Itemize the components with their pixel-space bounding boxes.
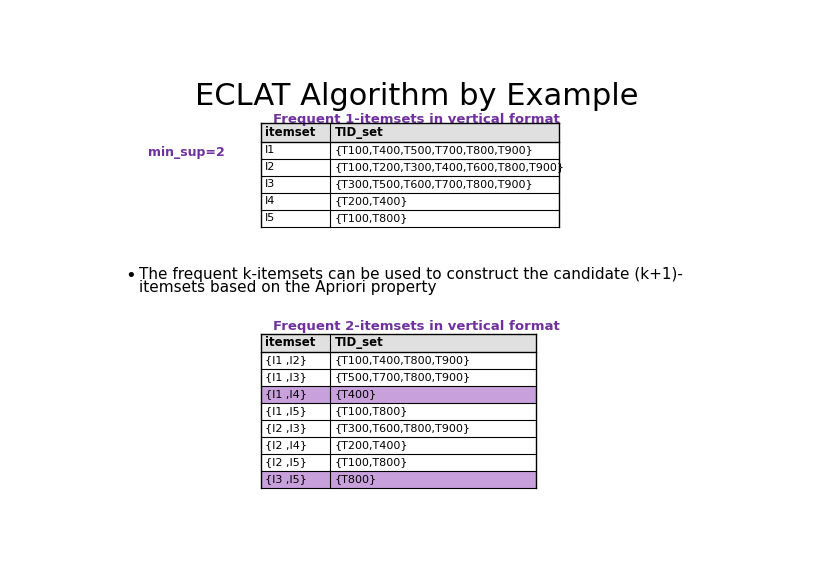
- Text: {I1 ,I2}: {I1 ,I2}: [265, 355, 307, 366]
- Text: •: •: [125, 267, 136, 285]
- Text: {T300,T600,T800,T900}: {T300,T600,T800,T900}: [335, 423, 471, 434]
- Bar: [260, 386, 536, 403]
- Text: I5: I5: [265, 213, 276, 223]
- Text: {T400}: {T400}: [335, 389, 377, 400]
- Bar: [260, 159, 559, 175]
- Text: {T100,T800}: {T100,T800}: [335, 406, 408, 417]
- Text: {T100,T200,T300,T400,T600,T800,T900}: {T100,T200,T300,T400,T600,T800,T900}: [335, 162, 565, 172]
- Text: TID_set: TID_set: [335, 336, 384, 349]
- Bar: [260, 420, 536, 437]
- Text: {I2 ,I4}: {I2 ,I4}: [265, 440, 307, 450]
- Text: TID_set: TID_set: [335, 126, 384, 139]
- Text: {I1 ,I4}: {I1 ,I4}: [265, 389, 307, 400]
- Text: Frequent 1-itemsets in vertical format: Frequent 1-itemsets in vertical format: [273, 113, 559, 126]
- Text: Frequent 2-itemsets in vertical format: Frequent 2-itemsets in vertical format: [273, 320, 559, 333]
- Text: itemset: itemset: [265, 126, 315, 139]
- Text: {I2 ,I3}: {I2 ,I3}: [265, 423, 307, 434]
- Bar: [260, 437, 536, 454]
- Text: I1: I1: [265, 145, 276, 155]
- Text: min_sup=2: min_sup=2: [148, 146, 225, 159]
- Bar: [260, 209, 559, 226]
- Text: I3: I3: [265, 179, 276, 189]
- Text: {I1 ,I3}: {I1 ,I3}: [265, 372, 307, 383]
- Text: {T800}: {T800}: [335, 474, 377, 484]
- Text: {T100,T400,T800,T900}: {T100,T400,T800,T900}: [335, 355, 471, 366]
- Bar: [260, 175, 559, 192]
- Text: {T100,T800}: {T100,T800}: [335, 213, 408, 223]
- Text: {T500,T700,T800,T900}: {T500,T700,T800,T900}: [335, 372, 471, 383]
- Bar: [260, 471, 536, 487]
- Bar: [260, 123, 559, 142]
- Text: {T100,T400,T500,T700,T800,T900}: {T100,T400,T500,T700,T800,T900}: [335, 145, 533, 155]
- Bar: [260, 403, 536, 420]
- Text: ECLAT Algorithm by Example: ECLAT Algorithm by Example: [194, 82, 638, 111]
- Text: {T200,T400}: {T200,T400}: [335, 440, 408, 450]
- Text: The frequent k-itemsets can be used to construct the candidate (k+1)-: The frequent k-itemsets can be used to c…: [139, 267, 683, 281]
- Text: itemsets based on the Apriori property: itemsets based on the Apriori property: [139, 280, 437, 295]
- Text: itemset: itemset: [265, 336, 315, 349]
- Bar: [260, 192, 559, 209]
- Text: I2: I2: [265, 162, 276, 172]
- Text: {T100,T800}: {T100,T800}: [335, 457, 408, 467]
- Text: {T300,T500,T600,T700,T800,T900}: {T300,T500,T600,T700,T800,T900}: [335, 179, 533, 189]
- Bar: [260, 369, 536, 386]
- Text: {T200,T400}: {T200,T400}: [335, 196, 408, 206]
- Text: {I2 ,I5}: {I2 ,I5}: [265, 457, 307, 467]
- Text: {I1 ,I5}: {I1 ,I5}: [265, 406, 307, 417]
- Bar: [260, 142, 559, 159]
- Bar: [260, 333, 536, 352]
- Text: I4: I4: [265, 196, 276, 206]
- Bar: [260, 454, 536, 471]
- Text: {I3 ,I5}: {I3 ,I5}: [265, 474, 307, 484]
- Bar: [260, 352, 536, 369]
